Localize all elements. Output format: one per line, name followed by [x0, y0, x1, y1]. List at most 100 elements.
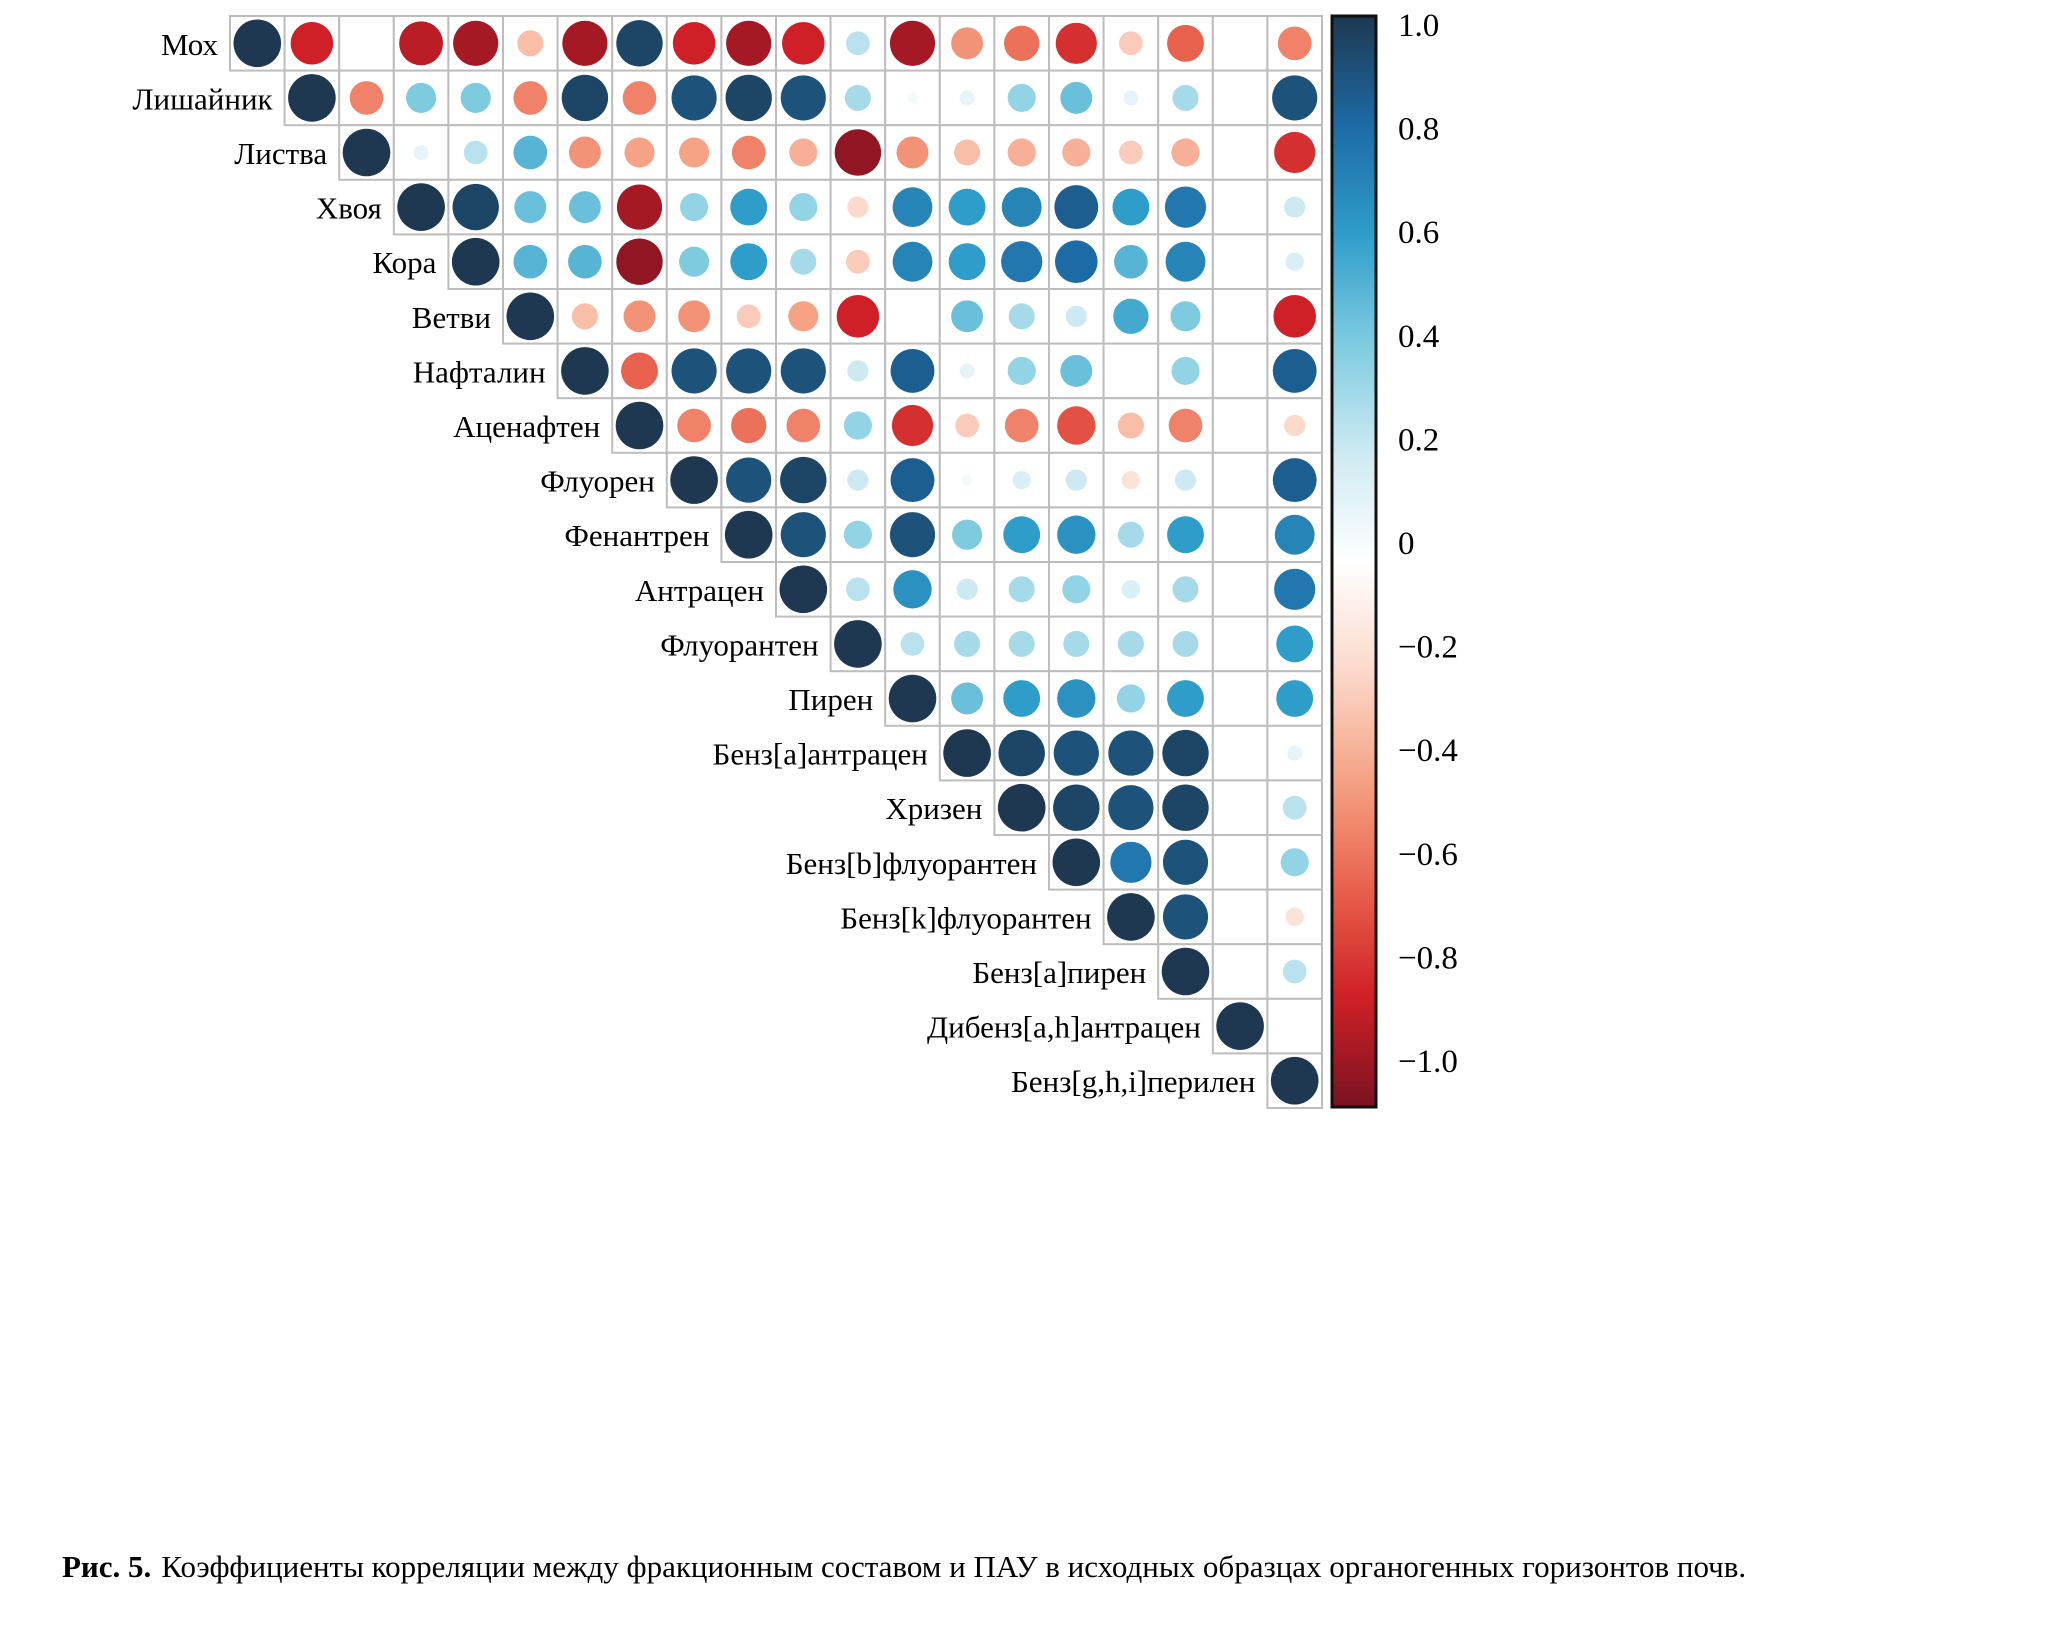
correlation-circle: [677, 408, 711, 443]
correlation-circle: [1113, 298, 1149, 334]
matrix-cell: [829, 233, 887, 290]
row-label: Мох: [161, 27, 219, 62]
matrix-cell: [1211, 124, 1269, 181]
row-label: Флуорантен: [660, 627, 818, 662]
correlation-circle: [616, 20, 663, 67]
row-label: Бенз[a]антрацен: [713, 737, 928, 772]
correlation-circle: [1284, 196, 1306, 218]
correlation-circle: [1007, 83, 1036, 112]
correlation-circle: [890, 458, 935, 503]
correlation-circle: [997, 783, 1046, 832]
correlation-circle: [1171, 356, 1200, 385]
correlation-circle: [1057, 406, 1096, 445]
correlation-circle: [1272, 348, 1317, 393]
correlation-circle: [1003, 680, 1041, 717]
correlation-circle: [680, 193, 709, 222]
correlation-circle: [1004, 25, 1040, 61]
correlation-circle: [1162, 784, 1209, 831]
correlation-circle: [1285, 252, 1304, 271]
correlation-circle: [288, 74, 336, 122]
correlation-circle: [568, 191, 601, 224]
correlation-circle: [1276, 680, 1314, 717]
correlation-circle: [679, 246, 710, 277]
correlation-circle: [726, 20, 772, 66]
correlation-circle: [561, 74, 609, 122]
correlation-circle: [453, 20, 499, 66]
correlation-circle: [1004, 408, 1039, 443]
correlation-circle: [890, 348, 935, 393]
colorbar-tick-label: 0.6: [1398, 215, 1439, 251]
correlation-circle: [1277, 26, 1312, 61]
correlation-circle: [726, 457, 772, 503]
correlation-circle: [1062, 138, 1091, 167]
correlation-circle: [789, 138, 818, 167]
correlation-circle: [1055, 22, 1097, 64]
correlation-circle: [451, 237, 500, 286]
correlation-circle: [1001, 187, 1042, 228]
row-label: Бенз[g,h,i]перилен: [1011, 1064, 1255, 1099]
correlation-circle: [1274, 514, 1315, 555]
matrix-cell: [447, 69, 504, 127]
row-label: Листва: [234, 136, 327, 171]
correlation-circle: [725, 74, 772, 122]
correlation-circle: [782, 22, 825, 65]
correlation-circle: [1012, 470, 1031, 490]
matrix-cell: [1266, 997, 1324, 1055]
matrix-cell: [1211, 397, 1269, 454]
correlation-circle: [506, 292, 555, 341]
correlation-circle: [731, 407, 767, 444]
correlation-circle: [834, 129, 882, 176]
correlation-circle: [1274, 131, 1316, 174]
correlation-circle: [671, 75, 717, 121]
correlation-circle: [399, 21, 444, 66]
figure-caption: Рис. 5. Коэффициенты корреляции между фра…: [62, 1545, 2007, 1588]
row-label: Флуорен: [540, 464, 655, 499]
correlation-circle: [1280, 848, 1309, 877]
colorbar-tick-label: 0: [1398, 526, 1415, 562]
correlation-circle: [1272, 458, 1317, 503]
correlation-circle: [1216, 1002, 1264, 1050]
row-label: Лишайник: [133, 81, 274, 116]
correlation-circle: [846, 31, 870, 56]
correlation-circle: [1287, 745, 1303, 761]
row-label: Пирен: [788, 682, 873, 717]
correlation-circle: [780, 348, 826, 394]
correlation-circle: [342, 128, 391, 177]
correlation-circle: [780, 75, 826, 121]
colorbar-tick-label: 1.0: [1398, 8, 1439, 44]
correlation-circle: [847, 360, 869, 382]
correlation-circle: [891, 404, 934, 447]
row-label: Бенз[a]пирен: [972, 955, 1146, 990]
correlation-circle: [1162, 729, 1209, 777]
correlation-circle: [1057, 515, 1096, 554]
correlation-circle: [961, 474, 973, 486]
correlation-circle: [460, 82, 491, 113]
correlation-circle: [621, 352, 658, 390]
correlation-circle: [1001, 241, 1043, 283]
correlation-circle: [724, 510, 773, 559]
correlation-circle: [736, 304, 761, 329]
correlation-circle: [568, 244, 602, 279]
correlation-circle: [1171, 138, 1200, 167]
correlation-circle: [889, 20, 936, 66]
matrix-cell: [1102, 342, 1160, 400]
correlation-circle: [892, 241, 933, 282]
colorbar-tick-label: −0.6: [1398, 837, 1458, 873]
caption-text: Коэффициенты корреляции между фракционны…: [161, 1549, 1747, 1584]
correlation-circle: [1057, 679, 1096, 718]
correlation-circle: [1174, 469, 1197, 491]
correlation-circle: [1117, 630, 1144, 657]
correlation-circle: [956, 578, 978, 600]
correlation-circle: [1110, 841, 1152, 883]
matrix-cell: [1211, 888, 1269, 946]
correlation-circle: [1062, 575, 1091, 604]
correlation-circle: [786, 408, 821, 443]
matrix-cell: [1211, 288, 1269, 345]
correlation-circle: [1065, 305, 1087, 327]
correlation-circle: [1055, 240, 1098, 283]
correlation-circle: [1003, 516, 1041, 554]
correlation-circle: [1007, 138, 1036, 167]
correlation-circle: [1053, 730, 1099, 776]
correlation-circle: [1172, 630, 1199, 657]
